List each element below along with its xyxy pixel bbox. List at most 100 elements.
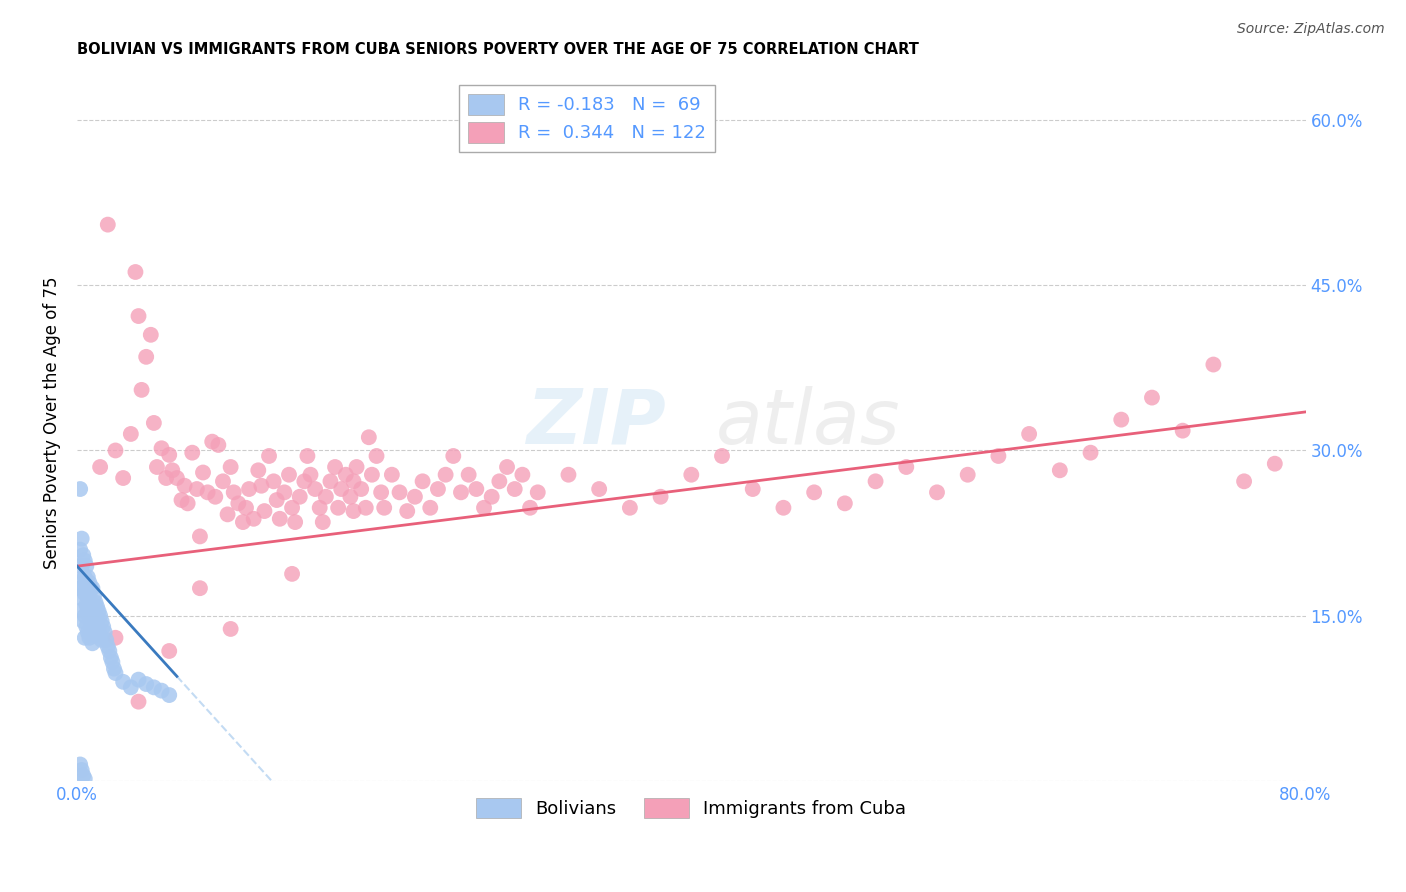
Point <box>212 475 235 489</box>
Point <box>69 482 91 496</box>
Point <box>82 614 104 628</box>
Point <box>150 683 173 698</box>
Point <box>222 485 245 500</box>
Point <box>242 512 264 526</box>
Point <box>361 467 384 482</box>
Point <box>73 587 96 601</box>
Point <box>308 500 330 515</box>
Point <box>557 467 579 482</box>
Point <box>86 617 108 632</box>
Point <box>441 449 464 463</box>
Point <box>70 559 93 574</box>
Point <box>97 640 120 654</box>
Point <box>219 460 242 475</box>
Point <box>588 482 610 496</box>
Point <box>73 554 96 568</box>
Point <box>103 662 125 676</box>
Point <box>131 383 153 397</box>
Text: BOLIVIAN VS IMMIGRANTS FROM CUBA SENIORS POVERTY OVER THE AGE OF 75 CORRELATION : BOLIVIAN VS IMMIGRANTS FROM CUBA SENIORS… <box>77 42 920 57</box>
Point <box>76 625 98 640</box>
Point <box>388 485 411 500</box>
Point <box>381 467 404 482</box>
Point <box>112 674 135 689</box>
Point <box>257 449 280 463</box>
Point <box>150 442 173 456</box>
Point <box>72 768 94 782</box>
Point <box>155 471 177 485</box>
Point <box>342 504 364 518</box>
Point <box>128 695 150 709</box>
Point <box>312 515 335 529</box>
Point <box>70 581 93 595</box>
Point <box>83 603 105 617</box>
Point <box>472 500 495 515</box>
Point <box>366 449 388 463</box>
Point <box>162 463 184 477</box>
Point <box>330 482 353 496</box>
Point <box>370 485 392 500</box>
Text: Source: ZipAtlas.com: Source: ZipAtlas.com <box>1237 22 1385 37</box>
Point <box>89 460 111 475</box>
Point <box>1264 457 1286 471</box>
Point <box>263 475 285 489</box>
Point <box>188 529 211 543</box>
Point <box>396 504 419 518</box>
Point <box>89 608 111 623</box>
Point <box>342 475 364 489</box>
Point <box>157 644 180 658</box>
Point <box>281 566 304 581</box>
Point <box>197 485 219 500</box>
Point <box>496 460 519 475</box>
Point <box>619 500 641 515</box>
Point <box>97 218 120 232</box>
Point <box>72 570 94 584</box>
Point <box>87 604 110 618</box>
Point <box>84 595 107 609</box>
Point <box>956 467 979 482</box>
Point <box>1109 412 1132 426</box>
Point <box>128 309 150 323</box>
Point <box>987 449 1010 463</box>
Point <box>803 485 825 500</box>
Point <box>120 426 142 441</box>
Point <box>82 598 104 612</box>
Point <box>269 512 291 526</box>
Point <box>925 485 948 500</box>
Point <box>335 467 357 482</box>
Point <box>188 581 211 595</box>
Point <box>96 632 118 647</box>
Point <box>186 482 208 496</box>
Point <box>1049 463 1071 477</box>
Point <box>292 475 315 489</box>
Point <box>76 587 98 601</box>
Point <box>481 490 503 504</box>
Point <box>191 466 214 480</box>
Point <box>87 622 110 636</box>
Point <box>526 485 548 500</box>
Point <box>357 430 380 444</box>
Point <box>128 673 150 687</box>
Point <box>219 622 242 636</box>
Point <box>91 620 114 634</box>
Point <box>79 608 101 623</box>
Point <box>76 603 98 617</box>
Point <box>166 471 188 485</box>
Point <box>404 490 426 504</box>
Point <box>299 467 322 482</box>
Point <box>488 475 510 489</box>
Point <box>201 434 224 449</box>
Point <box>512 467 534 482</box>
Point <box>288 490 311 504</box>
Point <box>73 772 96 786</box>
Point <box>75 620 97 634</box>
Point <box>82 581 104 595</box>
Point <box>75 598 97 612</box>
Point <box>84 611 107 625</box>
Point <box>339 490 361 504</box>
Point <box>89 629 111 643</box>
Point <box>70 763 93 777</box>
Point <box>1233 475 1256 489</box>
Point <box>503 482 526 496</box>
Point <box>450 485 472 500</box>
Point <box>70 532 93 546</box>
